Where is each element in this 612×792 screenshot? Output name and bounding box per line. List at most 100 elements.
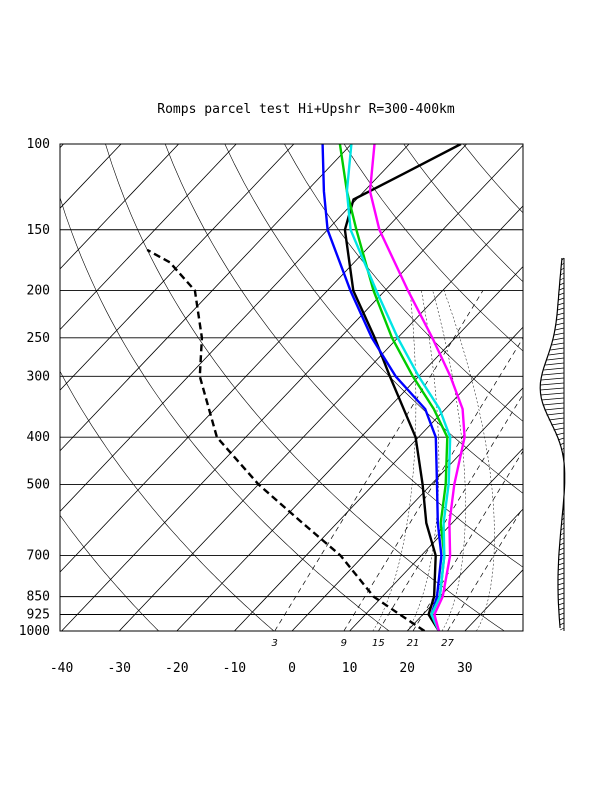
wind-barb: [553, 337, 565, 341]
wind-barb: [555, 327, 565, 331]
wind-barb: [557, 592, 565, 596]
pressure-tick-label: 500: [27, 477, 50, 492]
wind-barb-profile: [539, 257, 566, 631]
sounding-curve-1: [343, 144, 462, 631]
wind-barb: [559, 542, 565, 546]
mixing-ratio-line: [447, 506, 523, 631]
temperature-tick-label: 30: [457, 661, 473, 676]
wind-barb: [557, 302, 565, 306]
dry-adiabat-line: [60, 370, 275, 631]
wind-barb: [559, 547, 565, 551]
mixing-ratio-label: 9: [341, 638, 347, 649]
isotherm-line: [60, 144, 352, 452]
isotherm-line: [61, 144, 523, 631]
wind-barb: [541, 377, 565, 381]
wind-barb: [544, 407, 565, 411]
mixing-ratio-label: 27: [441, 638, 454, 649]
pressure-tick-label: 200: [27, 284, 50, 299]
dry-adiabat-line: [60, 196, 390, 631]
isotherm-line: [464, 569, 523, 631]
dry-adiabat-line: [463, 144, 523, 214]
mixing-ratio-line: [274, 290, 484, 631]
wind-barb: [559, 282, 565, 286]
mixing-ratio-label: 15: [372, 638, 385, 649]
mixing-ratio-line: [378, 393, 523, 631]
isotherm-line: [291, 387, 523, 631]
wind-barb: [558, 597, 565, 601]
isotherm-line: [60, 144, 467, 573]
isotherm-line: [60, 144, 410, 513]
temperature-tick-label: -30: [107, 661, 130, 676]
sounding-curve-3: [321, 144, 443, 631]
temperature-tick-label: 0: [288, 661, 296, 676]
temperature-axis-labels: -40 -30 -20 -10 0 10 20 30: [50, 661, 473, 676]
sounding-series: [146, 144, 466, 631]
temperature-tick-label: -10: [223, 661, 246, 676]
wind-barb: [557, 312, 565, 316]
moist-adiabat-line: [406, 290, 440, 631]
dry-adiabat-line: [224, 144, 523, 494]
mixing-ratio-label: 3: [272, 638, 278, 649]
pressure-tick-label: 300: [27, 369, 50, 384]
isotherm-line: [0, 144, 6, 631]
pressure-tick-label: 1000: [19, 624, 50, 639]
wind-barb: [560, 532, 565, 536]
wind-barb: [542, 372, 565, 376]
wind-barb: [541, 397, 565, 401]
wind-barb: [557, 307, 565, 311]
wind-barb: [540, 382, 565, 386]
wind-barb: [559, 627, 565, 631]
wind-barb: [558, 562, 565, 566]
wind-barb: [547, 357, 565, 361]
wind-barb: [559, 617, 565, 621]
wind-barb: [557, 587, 565, 591]
isotherm-line: [406, 508, 523, 631]
wind-barb: [558, 602, 565, 606]
wind-barb: [553, 427, 565, 431]
wind-barb: [551, 422, 565, 426]
isotherm-line: [60, 144, 122, 209]
wind-barb: [560, 272, 565, 276]
pressure-tick-label: 850: [27, 590, 50, 605]
temperature-tick-label: -40: [50, 661, 73, 676]
wind-envelope: [539, 257, 566, 629]
wind-barb: [560, 537, 565, 541]
pressure-tick-label: 700: [27, 549, 50, 564]
wind-barb: [558, 552, 565, 556]
wind-barb: [558, 557, 565, 561]
mixing-ratio-lines: [274, 290, 523, 631]
dry-adiabat-line: [583, 144, 612, 631]
wind-barb: [560, 267, 565, 271]
temperature-tick-label: 20: [399, 661, 415, 676]
wind-barb: [557, 577, 565, 581]
sounding-curve-5: [345, 144, 452, 631]
pressure-tick-label: 150: [27, 223, 50, 238]
pressure-tick-label: 100: [27, 137, 50, 152]
adiabat-lines: [60, 144, 612, 631]
wind-barb: [559, 287, 565, 291]
mixing-ratio-label: 21: [407, 638, 420, 649]
wind-barb: [558, 572, 565, 576]
isotherm-line: [349, 447, 523, 631]
isotherm-line: [60, 144, 237, 331]
wind-barb: [558, 297, 565, 301]
plot-frame: [59, 143, 524, 632]
moist-adiabat-line: [443, 290, 495, 631]
dry-adiabat-line: [164, 144, 523, 568]
wind-barb: [543, 367, 565, 371]
wind-barb: [558, 292, 565, 296]
moist-adiabat-line: [432, 290, 466, 631]
dry-adiabat-line: [60, 514, 159, 631]
chart-title: Romps parcel test Hi+Upshr R=300-400km: [157, 102, 455, 117]
dry-adiabat-line: [522, 144, 523, 145]
pressure-tick-label: 925: [27, 608, 50, 623]
isotherm-line: [522, 629, 523, 631]
isotherm-line: [60, 144, 179, 270]
mixing-ratio-labels: 3 9 15 21 27: [272, 638, 455, 649]
wind-barb: [542, 402, 565, 406]
wind-barb: [554, 332, 565, 336]
wind-barb: [548, 417, 565, 421]
wind-barb: [558, 567, 565, 571]
